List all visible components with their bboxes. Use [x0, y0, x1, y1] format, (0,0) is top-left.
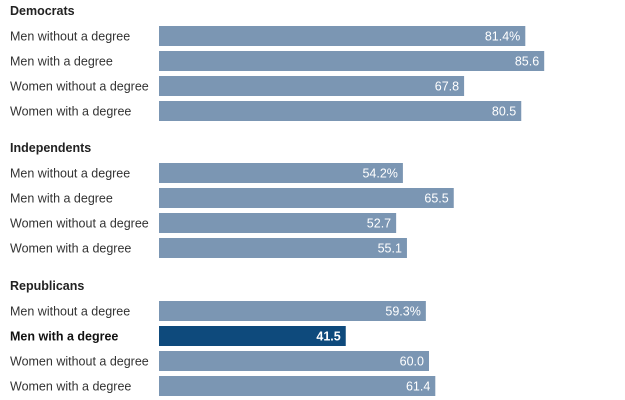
row-label: Women with a degree: [10, 242, 131, 256]
bar: [159, 188, 454, 208]
value-label: 52.7: [367, 217, 391, 231]
row-label: Women with a degree: [10, 380, 131, 394]
group-democrats: Democrats Men without a degree 81.4% Men wi…: [10, 4, 545, 121]
value-label: 67.8: [435, 80, 459, 94]
row-label: Men without a degree: [10, 30, 130, 44]
bar: [159, 376, 436, 396]
bar: [159, 76, 465, 96]
value-label: 60.0: [400, 355, 424, 369]
bar: [159, 26, 526, 46]
row-label: Women without a degree: [10, 80, 149, 94]
bar: [159, 51, 545, 71]
value-label: 85.6: [515, 55, 539, 69]
row-label: Women without a degree: [10, 355, 149, 369]
group-republicans: Republicans Men without a degree 59.3% Men …: [10, 279, 436, 396]
bar: [159, 238, 407, 258]
group-independents: Independents Men without a degree 54.2% Men…: [10, 141, 454, 258]
bar: [159, 163, 403, 183]
group-title: Independents: [10, 141, 91, 155]
row-label: Women with a degree: [10, 105, 131, 119]
value-label: 55.1: [378, 242, 402, 256]
row-label: Women without a degree: [10, 217, 149, 231]
value-label: 80.5: [492, 105, 516, 119]
bar: [159, 351, 429, 371]
group-title: Republicans: [10, 279, 84, 293]
group-title: Democrats: [10, 4, 75, 18]
value-label: 59.3%: [385, 305, 420, 319]
row-label: Men without a degree: [10, 167, 130, 181]
value-label: 81.4%: [485, 30, 520, 44]
value-label: 61.4: [406, 380, 430, 394]
value-label: 54.2%: [362, 167, 397, 181]
row-label: Men without a degree: [10, 305, 130, 319]
row-label: Men with a degree: [10, 192, 113, 206]
row-label: Men with a degree: [10, 330, 118, 344]
bar: [159, 301, 426, 321]
value-label: 41.5: [316, 330, 340, 344]
bar: [159, 326, 346, 346]
value-label: 65.5: [424, 192, 448, 206]
bar: [159, 101, 522, 121]
row-label: Men with a degree: [10, 55, 113, 69]
bar: [159, 213, 397, 233]
